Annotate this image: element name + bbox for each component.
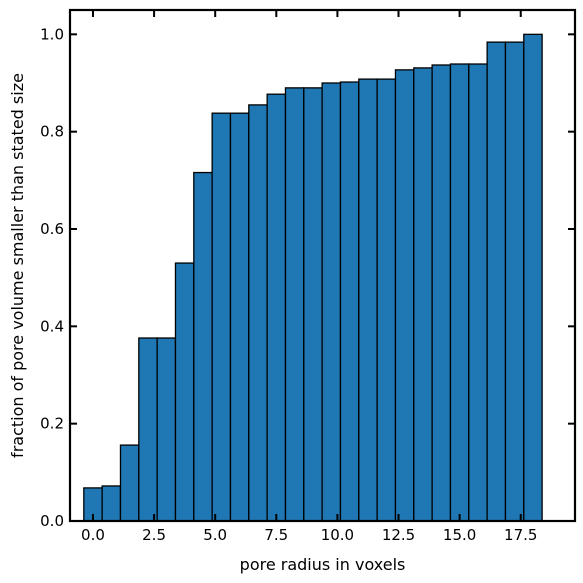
bar (358, 78, 378, 522)
plot-frame (68, 8, 577, 523)
y-axis-label: fraction of pore volume smaller than sta… (8, 73, 27, 458)
bar (229, 112, 250, 522)
x-tick-label: 2.5 (142, 526, 166, 544)
bar (468, 63, 488, 522)
bar (339, 81, 360, 522)
bar (431, 64, 452, 522)
y-tick-label: 1.0 (40, 25, 64, 43)
bars-group (83, 33, 543, 522)
x-tick-label: 12.5 (382, 526, 415, 544)
bar (266, 93, 287, 522)
x-tick-label: 17.5 (504, 526, 537, 544)
bar (174, 262, 195, 522)
ticks-group (70, 10, 575, 522)
bar (486, 41, 507, 522)
x-tick-label: 5.0 (203, 526, 227, 544)
y-tick-label: 0.8 (40, 123, 64, 141)
x-axis-label: pore radius in voxels (240, 555, 406, 574)
y-tick-label: 0.2 (40, 415, 64, 433)
bar (376, 78, 397, 522)
bar (394, 69, 415, 522)
bar (156, 337, 177, 522)
bar (193, 171, 213, 522)
y-tick-label: 0.6 (40, 220, 64, 238)
bar (504, 41, 525, 522)
y-tick-labels: 0.0 0.2 0.4 0.6 0.8 1.0 (40, 25, 64, 530)
x-tick-label: 15.0 (443, 526, 476, 544)
bar (413, 67, 433, 522)
y-tick-label: 0.4 (40, 317, 64, 335)
bar (119, 444, 140, 522)
bar (523, 33, 543, 522)
bar (138, 337, 158, 522)
y-tick-label: 0.0 (40, 512, 64, 530)
x-tick-labels: 0.0 2.5 5.0 7.5 10.0 12.5 15.0 17.5 (81, 526, 537, 544)
bar (248, 104, 268, 522)
bar (449, 63, 470, 522)
bar (211, 112, 232, 522)
x-tick-label: 0.0 (81, 526, 105, 544)
x-tick-label: 7.5 (264, 526, 288, 544)
bar (284, 87, 305, 522)
bar (303, 87, 323, 522)
bar (101, 485, 122, 522)
x-tick-label: 10.0 (321, 526, 354, 544)
bar (321, 82, 342, 522)
